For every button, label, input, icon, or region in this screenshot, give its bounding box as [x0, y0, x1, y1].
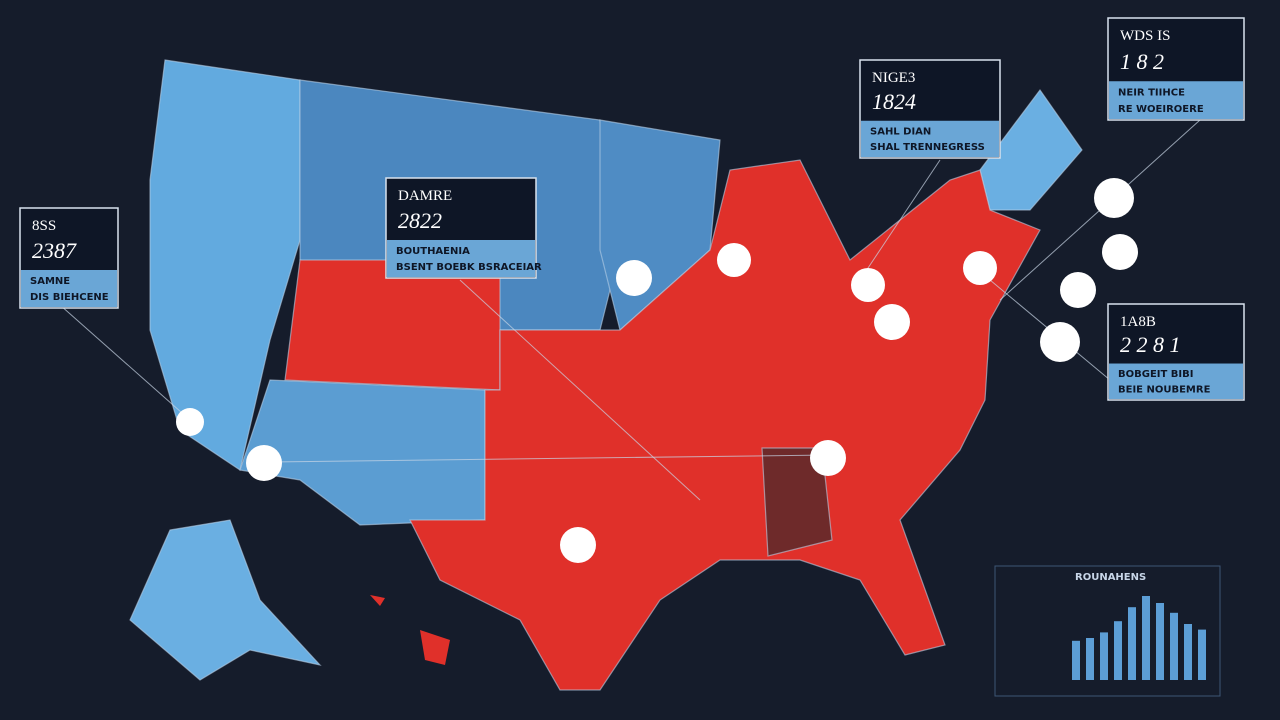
icon — [874, 304, 910, 340]
panel-band — [387, 240, 535, 277]
panel-number: 2387 — [32, 238, 77, 263]
info-panels: 8SS 2387 SAMNE DIS BIEHCENE DAMRE 2822 BOUTHAE… — [19, 17, 1245, 401]
mini-bar — [1072, 640, 1080, 680]
panel-line: BOBGEIT BIBI — [1118, 369, 1194, 380]
hawaii — [420, 630, 450, 665]
mini-bar — [1086, 638, 1094, 680]
panel-title: WDS IS — [1120, 28, 1170, 44]
icon — [963, 251, 997, 285]
mini-bar — [1128, 607, 1136, 680]
mini-bar — [1170, 612, 1178, 680]
panel-line: BEIE NOUBEMRE — [1118, 384, 1211, 395]
icon — [246, 445, 282, 481]
hawaii-islet — [370, 595, 385, 606]
mini-bar — [1142, 596, 1150, 680]
mini-bar — [1184, 624, 1192, 680]
panel-line: NEIR TIIHCE — [1118, 88, 1185, 99]
panel-title: DAMRE — [398, 188, 452, 204]
panel-band — [1109, 363, 1243, 399]
panel-number: 1824 — [872, 89, 916, 114]
panel-line: DIS BIEHCENE — [30, 292, 109, 303]
panel-line: SAHL DIAN — [870, 126, 931, 137]
panel-line: BSENT BOEBK BSRACEIAR — [396, 262, 542, 273]
leader — [269, 454, 831, 463]
panel-title: 1A8B — [1120, 314, 1156, 330]
panel-band — [1109, 81, 1243, 119]
central-west-red — [284, 259, 501, 391]
mini-frame — [994, 565, 1221, 697]
mini-title: ROUNAHENS — [1075, 572, 1146, 583]
mini-bar — [1114, 621, 1122, 680]
mini-bar — [1198, 629, 1206, 680]
alaska — [129, 519, 322, 681]
panel-band — [21, 270, 117, 307]
icon — [1094, 178, 1134, 218]
icon — [616, 260, 652, 296]
panel-line: SHAL TRENNEGRESS — [870, 142, 985, 153]
icon — [1102, 234, 1138, 270]
panel-band — [861, 120, 999, 157]
icon — [851, 268, 885, 302]
icon — [1060, 272, 1096, 308]
icon — [717, 243, 751, 277]
highlighted-state — [761, 447, 833, 557]
leader — [59, 304, 191, 421]
icon — [176, 408, 204, 436]
panel-number: 1 8 2 — [1120, 49, 1164, 74]
panel-number: 2 2 8 1 — [1120, 332, 1181, 357]
icon — [1040, 322, 1080, 362]
mini-bar — [1100, 632, 1108, 680]
panel-line: SAMNE — [30, 276, 70, 287]
leader — [459, 279, 701, 501]
leader — [859, 159, 941, 281]
icon — [560, 527, 596, 563]
panel-title: 8SS — [32, 218, 56, 234]
mini-chart: ROUNAHENS — [994, 565, 1221, 697]
panel-line: RE WOEIROERE — [1118, 104, 1204, 115]
mini-bar — [1156, 603, 1164, 680]
panel-title: NIGE3 — [872, 70, 915, 86]
panel-line: BOUTHAENIA — [396, 246, 470, 257]
icons — [176, 178, 1138, 563]
icon — [810, 440, 846, 476]
panel-number: 2822 — [398, 208, 442, 233]
